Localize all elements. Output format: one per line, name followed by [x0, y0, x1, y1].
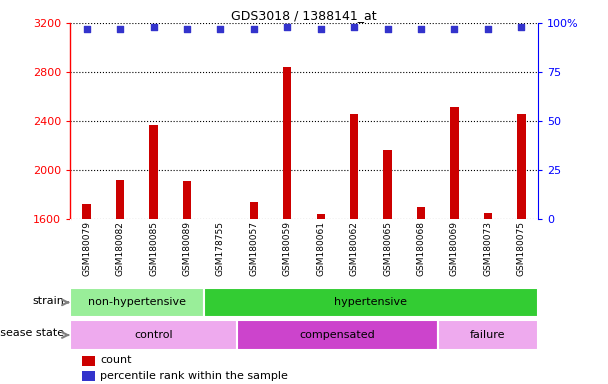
Point	[182, 26, 192, 32]
Bar	[183, 181, 191, 384]
Text: GSM180059: GSM180059	[283, 221, 292, 276]
Text: GSM180079: GSM180079	[82, 221, 91, 276]
Bar	[350, 114, 358, 384]
Bar	[417, 207, 425, 384]
Title: GDS3018 / 1388141_at: GDS3018 / 1388141_at	[231, 9, 377, 22]
Bar	[82, 356, 95, 366]
Point	[215, 26, 225, 32]
Point	[416, 26, 426, 32]
Text: GSM180057: GSM180057	[249, 221, 258, 276]
Bar	[484, 213, 492, 384]
Text: strain: strain	[32, 296, 64, 306]
Text: non-hypertensive: non-hypertensive	[88, 297, 186, 308]
Bar	[438, 320, 538, 350]
Bar	[283, 67, 291, 384]
Bar	[451, 108, 458, 384]
Point	[483, 26, 493, 32]
Point	[115, 26, 125, 32]
Text: GSM180085: GSM180085	[149, 221, 158, 276]
Point	[282, 24, 292, 30]
Bar	[70, 288, 204, 317]
Bar	[216, 220, 224, 384]
Bar	[83, 204, 91, 384]
Text: GSM180062: GSM180062	[350, 221, 359, 276]
Text: failure: failure	[470, 330, 506, 340]
Bar	[384, 151, 392, 384]
Text: GSM180061: GSM180061	[316, 221, 325, 276]
Point	[383, 26, 393, 32]
Text: GSM180069: GSM180069	[450, 221, 459, 276]
Bar	[317, 214, 325, 384]
Text: disease state: disease state	[0, 328, 64, 338]
Point	[517, 24, 527, 30]
Text: control: control	[134, 330, 173, 340]
Text: GSM180075: GSM180075	[517, 221, 526, 276]
Bar	[250, 202, 258, 384]
Point	[449, 26, 460, 32]
Point	[249, 26, 259, 32]
Bar	[150, 125, 157, 384]
Point	[148, 24, 158, 30]
Point	[81, 26, 91, 32]
Text: GSM180073: GSM180073	[483, 221, 492, 276]
Text: GSM180068: GSM180068	[416, 221, 426, 276]
Text: GSM178755: GSM178755	[216, 221, 225, 276]
Text: GSM180082: GSM180082	[116, 221, 125, 276]
Bar	[70, 320, 237, 350]
Bar	[517, 114, 525, 384]
Bar	[82, 371, 95, 381]
Point	[349, 24, 359, 30]
Text: count: count	[100, 356, 132, 366]
Text: GSM180089: GSM180089	[182, 221, 192, 276]
Bar	[116, 180, 124, 384]
Text: GSM180065: GSM180065	[383, 221, 392, 276]
Point	[316, 26, 326, 32]
Bar	[204, 288, 538, 317]
Text: compensated: compensated	[300, 330, 375, 340]
Text: hypertensive: hypertensive	[334, 297, 407, 308]
Text: percentile rank within the sample: percentile rank within the sample	[100, 371, 288, 381]
Bar	[237, 320, 438, 350]
